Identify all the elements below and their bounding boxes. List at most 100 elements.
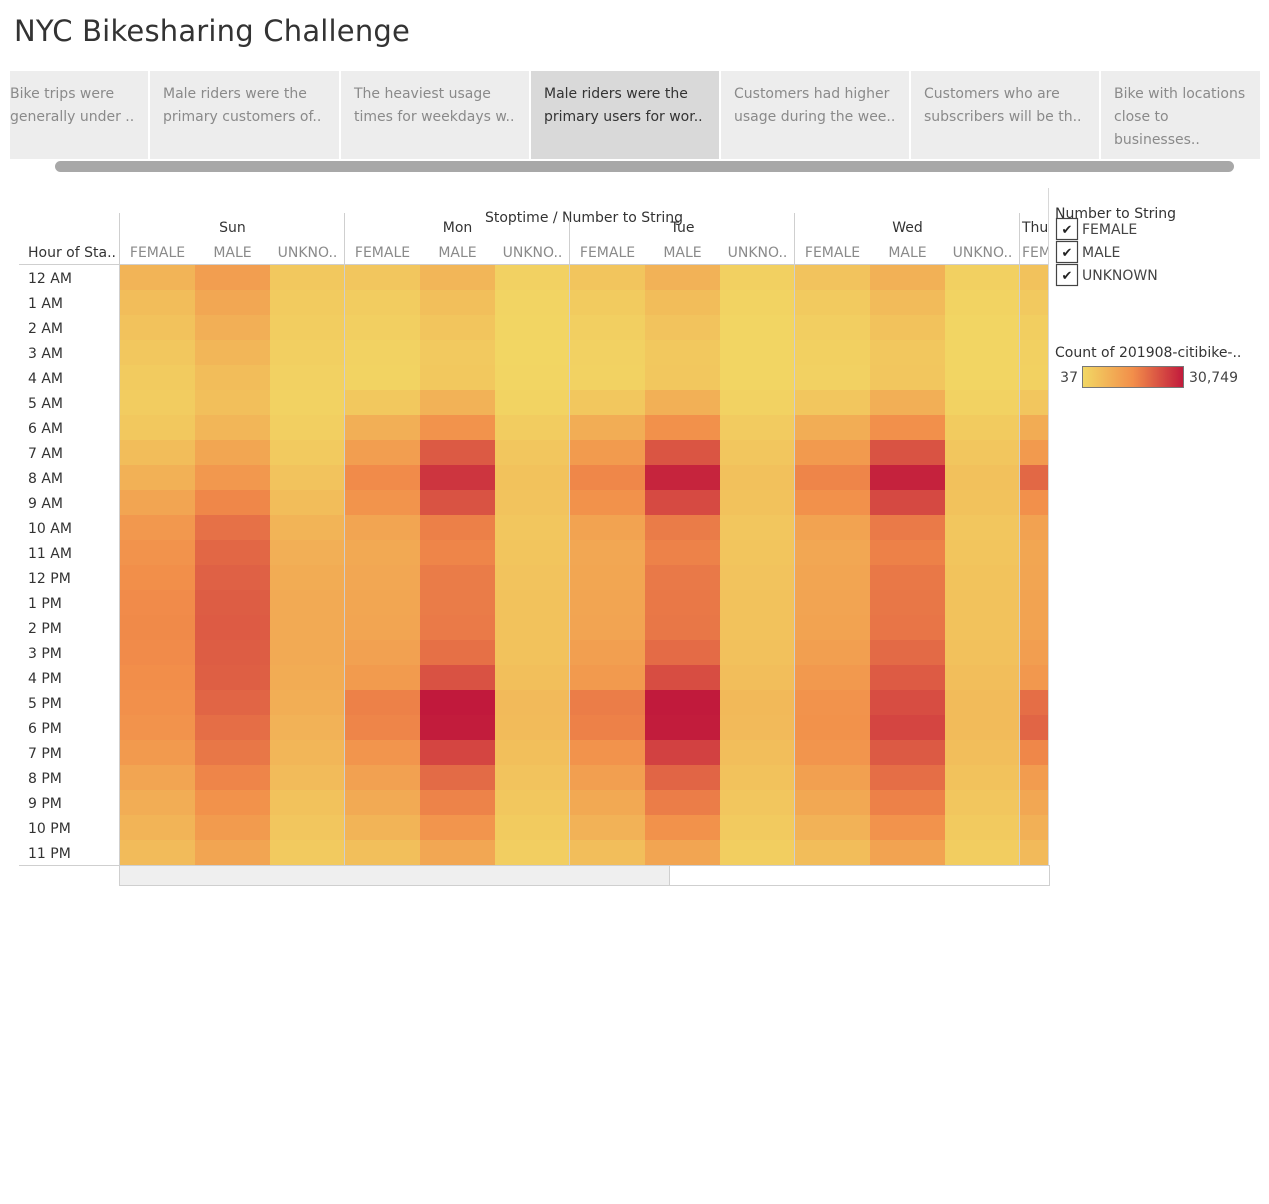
heatmap-cell	[270, 440, 345, 465]
story-point-5[interactable]: Customers had higher usage during the we…	[721, 71, 909, 159]
heatmap-cell	[1020, 790, 1048, 815]
heatmap-cell	[720, 565, 795, 590]
story-navigator-scrollbar[interactable]	[55, 161, 1234, 172]
heatmap-cell	[420, 715, 495, 740]
heatmap-cell	[120, 265, 195, 290]
heatmap-cell	[195, 840, 270, 865]
day-header-mon: Mon	[443, 220, 473, 236]
checkbox-female[interactable]	[1055, 217, 1079, 241]
heatmap-cell	[270, 765, 345, 790]
heatmap-cell	[645, 740, 720, 765]
story-point-1[interactable]: Bike trips were generally under ..	[10, 71, 148, 159]
story-point-2[interactable]: Male riders were the primary customers o…	[150, 71, 339, 159]
heatmap-cell	[645, 665, 720, 690]
heatmap-cell	[345, 440, 420, 465]
story-point-4[interactable]: Male riders were the primary users for w…	[531, 71, 719, 159]
heatmap-cell	[570, 790, 645, 815]
checkmark-icon: ✔	[1062, 223, 1073, 238]
heatmap-cell	[345, 590, 420, 615]
story-point-text: Customers who are subscribers will be th…	[924, 86, 1082, 125]
hour-label: 12 AM	[28, 271, 72, 287]
heatmap-cell	[270, 340, 345, 365]
heatmap-cell	[345, 815, 420, 840]
heatmap-cell	[1020, 490, 1048, 515]
heatmap-cell	[1020, 290, 1048, 315]
heatmap-cell	[270, 490, 345, 515]
heatmap-cell	[870, 740, 945, 765]
horizontal-scrollbar[interactable]	[119, 865, 1050, 886]
heatmap-cell	[795, 665, 870, 690]
heatmap-cell	[345, 340, 420, 365]
heatmap-cell	[945, 340, 1020, 365]
heatmap-cell	[795, 265, 870, 290]
heatmap-cell	[1020, 765, 1048, 790]
story-point-3[interactable]: The heaviest usage times for weekdays w.…	[341, 71, 529, 159]
gender-header-male: MALE	[438, 245, 476, 261]
heatmap-cell	[195, 565, 270, 590]
hour-label: 3 AM	[28, 346, 63, 362]
filter-item-female[interactable]: ✔ FEMALE	[1055, 217, 1138, 241]
heatmap-cell	[945, 715, 1020, 740]
heatmap-cell	[120, 690, 195, 715]
heatmap-cell	[570, 415, 645, 440]
filter-item-unknown[interactable]: ✔ UNKNOWN	[1055, 263, 1158, 287]
heatmap-cell	[495, 765, 570, 790]
story-point-text: Customers had higher usage during the we…	[734, 86, 896, 125]
heatmap-cell	[120, 715, 195, 740]
row-header-title: Hour of Sta..	[28, 245, 116, 261]
horizontal-scrollbar-thumb[interactable]	[120, 866, 670, 885]
story-point-7[interactable]: Bike with locations close to businesses.…	[1101, 71, 1260, 159]
heatmap-cell	[570, 290, 645, 315]
heatmap-cell	[945, 740, 1020, 765]
heatmap-cell	[795, 490, 870, 515]
heatmap-cell	[720, 515, 795, 540]
filter-item-label: UNKNOWN	[1082, 268, 1158, 284]
heatmap-cell	[120, 340, 195, 365]
heatmap-cell	[195, 315, 270, 340]
heatmap-cell	[570, 815, 645, 840]
filter-item-male[interactable]: ✔ MALE	[1055, 240, 1121, 264]
heatmap-cell	[720, 365, 795, 390]
heatmap-cell	[495, 640, 570, 665]
heatmap-cell	[120, 565, 195, 590]
heatmap-cell	[720, 290, 795, 315]
heatmap-cell	[570, 540, 645, 565]
heatmap-cell	[270, 415, 345, 440]
story-point-6[interactable]: Customers who are subscribers will be th…	[911, 71, 1099, 159]
heatmap-cell	[345, 790, 420, 815]
heatmap-cell	[945, 465, 1020, 490]
heatmap-cell	[420, 340, 495, 365]
heatmap-cell	[420, 590, 495, 615]
checkbox-unknown[interactable]	[1055, 263, 1079, 287]
heatmap-cell	[495, 265, 570, 290]
heatmap-cell	[720, 765, 795, 790]
hour-label: 8 AM	[28, 471, 63, 487]
gender-header-female: FEMALE	[580, 245, 635, 261]
heatmap-cell	[195, 590, 270, 615]
hour-label: 7 AM	[28, 446, 63, 462]
hour-label: 6 PM	[28, 721, 62, 737]
heatmap-cell	[720, 415, 795, 440]
heatmap-cell	[570, 765, 645, 790]
heatmap-cell	[645, 365, 720, 390]
hour-label: 11 AM	[28, 546, 72, 562]
hour-label: 7 PM	[28, 746, 62, 762]
heatmap-cell	[270, 540, 345, 565]
heatmap-cell	[945, 415, 1020, 440]
heatmap-cell	[720, 265, 795, 290]
heatmap-cell	[420, 615, 495, 640]
checkbox-male[interactable]	[1055, 240, 1079, 264]
heatmap-cell	[795, 340, 870, 365]
heatmap-cell	[720, 790, 795, 815]
heatmap-cell	[795, 790, 870, 815]
day-header-thu: Thu	[1021, 220, 1048, 236]
heatmap-cell	[795, 465, 870, 490]
heatmap-cell	[345, 415, 420, 440]
heatmap-cell	[945, 815, 1020, 840]
heatmap-cell	[720, 440, 795, 465]
heatmap-cell	[270, 390, 345, 415]
heatmap-cell	[1020, 340, 1048, 365]
heatmap-cell	[495, 690, 570, 715]
heatmap-cell	[645, 590, 720, 615]
heatmap-cell	[945, 515, 1020, 540]
